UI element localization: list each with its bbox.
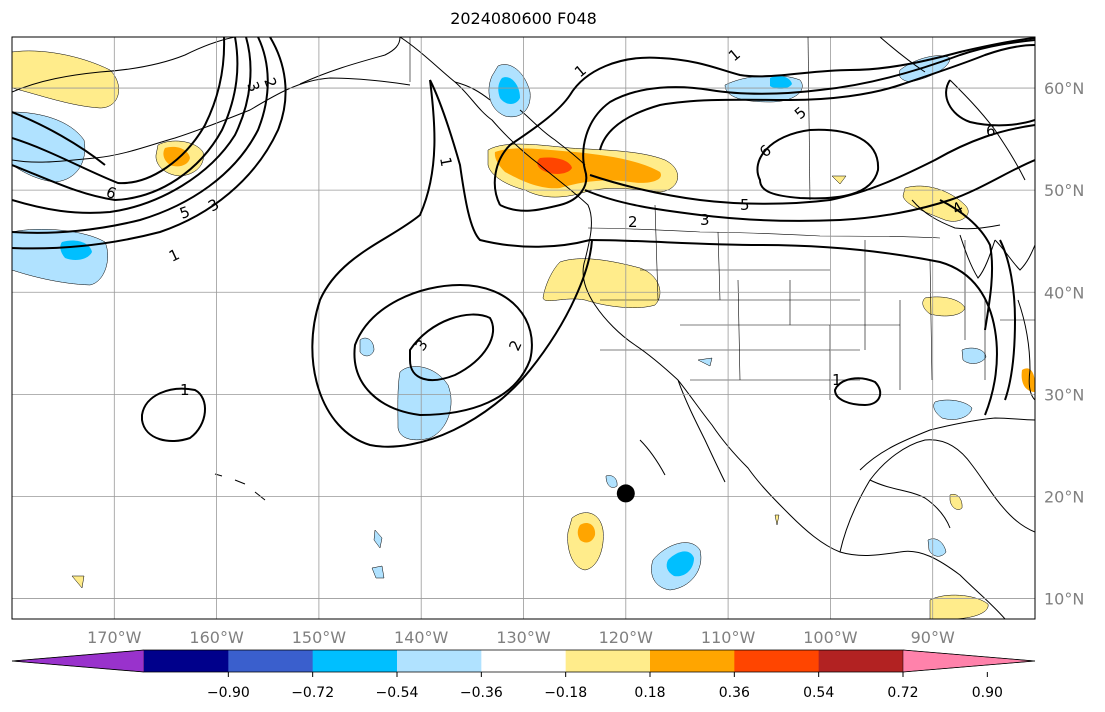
longitude-label: 100°W	[803, 628, 858, 647]
colorbar-segment	[397, 650, 482, 672]
latitude-labels: 60°N 50°N 40°N 30°N 20°N 10°N	[1044, 79, 1084, 609]
colorbar-tick-label: 0.72	[887, 685, 918, 701]
shade-negative-region	[373, 529, 383, 549]
shade-negative-region	[961, 347, 987, 364]
latitude-label: 10°N	[1044, 590, 1084, 609]
shade-positive-region	[71, 575, 85, 589]
longitude-label: 160°W	[189, 628, 244, 647]
shade-negative-region	[605, 475, 618, 488]
colorbar-segment	[818, 650, 904, 672]
shade-negative-region	[397, 366, 452, 441]
shade-positive-region	[949, 494, 963, 510]
contour-label: 1	[436, 156, 455, 169]
longitude-label: 150°W	[292, 628, 347, 647]
colorbar-tick-label: 0.90	[972, 685, 1003, 701]
colorbar: −0.90 −0.72 −0.54 −0.36 −0.18 0.18 0.36 0.54 0.7…	[11, 649, 1036, 701]
colorbar-tick-label: −0.72	[291, 685, 334, 701]
colorbar-extend-low	[11, 649, 145, 673]
contour-label: 1	[180, 381, 190, 399]
shade-negative-region	[498, 77, 520, 104]
shade-negative-region	[371, 565, 385, 579]
contour-lines	[12, 37, 1035, 448]
shade-positive-region	[577, 523, 596, 543]
longitude-label: 120°W	[599, 628, 654, 647]
shade-negative-region	[770, 76, 792, 89]
colorbar-extend-high	[902, 649, 1036, 673]
latitude-label: 60°N	[1044, 79, 1084, 98]
colorbar-tick-label: −0.54	[376, 685, 419, 701]
longitude-labels: 170°W 160°W 150°W 140°W 130°W 120°W 110°W 100°W…	[87, 628, 955, 647]
colorbar-tick-label: −0.90	[207, 685, 250, 701]
shade-positive-region	[494, 148, 661, 189]
colorbar-segment	[144, 650, 229, 672]
colorbar-tick-label: 0.54	[803, 685, 834, 701]
colorbar-tick-label: −0.18	[544, 685, 587, 701]
colorbar-tick-label: −0.36	[460, 685, 503, 701]
shade-positive-region	[1021, 368, 1035, 392]
shade-positive-region	[542, 258, 661, 308]
coastlines	[12, 37, 1035, 619]
latitude-label: 30°N	[1044, 385, 1084, 404]
colorbar-segment	[734, 650, 820, 672]
contour-label: 6	[986, 122, 996, 140]
latitude-label: 20°N	[1044, 487, 1084, 506]
colorbar-tick-label: 0.18	[634, 685, 665, 701]
shade-positive-region	[831, 175, 847, 185]
shade-positive-region	[12, 50, 119, 109]
map-panel: 1 6 5 3 3 2 1 2 3 1 1 1 2 3 5 6 5 6 4 1	[11, 36, 1036, 620]
anomaly-shading	[12, 50, 1035, 619]
colorbar-tick-label: 0.36	[719, 685, 750, 701]
longitude-label: 110°W	[701, 628, 756, 647]
shade-negative-region	[359, 337, 375, 357]
shade-positive-region	[163, 146, 190, 167]
longitude-label: 170°W	[87, 628, 142, 647]
graticule	[12, 37, 1035, 619]
colorbar-outline	[11, 649, 1036, 673]
contour-label: 1	[832, 371, 842, 389]
shade-positive-region	[774, 514, 780, 526]
longitude-label: 130°W	[496, 628, 551, 647]
latitude-label: 40°N	[1044, 283, 1084, 302]
colorbar-segment	[228, 650, 314, 672]
longitude-label: 140°W	[394, 628, 449, 647]
colorbar-segment	[312, 650, 398, 672]
contour-label: 3	[700, 211, 710, 229]
shade-negative-region	[666, 551, 694, 577]
shade-negative-region	[697, 357, 713, 367]
location-marker	[616, 484, 635, 503]
shade-positive-region	[922, 296, 966, 317]
shade-negative-region	[12, 111, 86, 183]
colorbar-segment	[650, 650, 735, 672]
latitude-label: 50°N	[1044, 181, 1084, 200]
shade-negative-region	[933, 399, 973, 420]
map-title: 2024080600 F048	[450, 9, 597, 28]
colorbar-segment	[481, 650, 567, 672]
contour-label: 2	[628, 213, 638, 231]
colorbar-segment	[565, 650, 651, 672]
longitude-label: 90°W	[911, 628, 955, 647]
contour-label: 5	[740, 196, 750, 214]
